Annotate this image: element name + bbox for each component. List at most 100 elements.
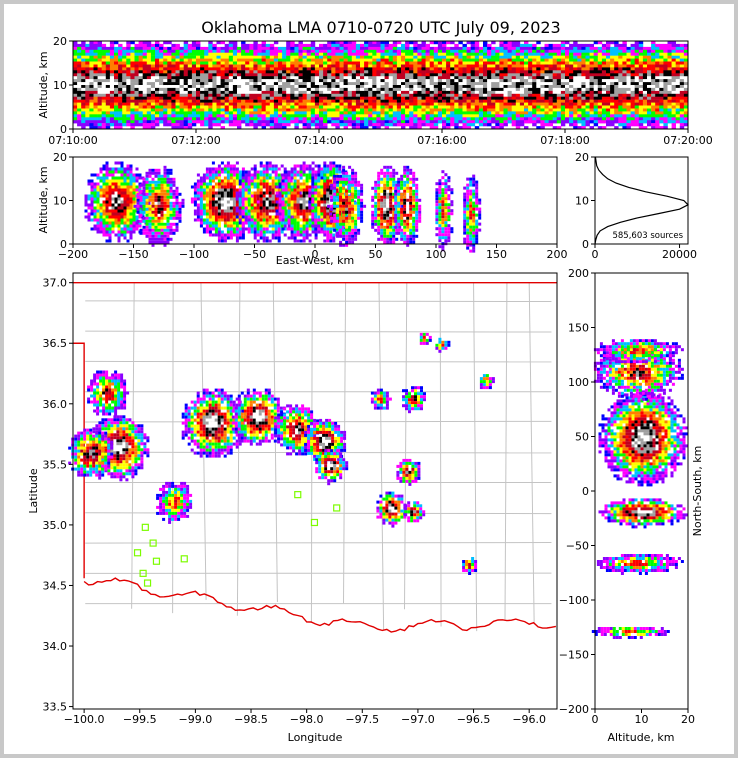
density-cell [495,67,500,71]
density-cell [376,85,381,89]
density-cell [511,52,517,56]
density-cell [556,85,562,89]
density-cell [433,46,439,51]
density-cell [85,82,90,86]
density-cell [126,46,131,51]
density-cell [339,43,344,48]
density-cell [610,61,615,65]
density-cell [614,82,619,86]
density-cell [683,90,689,95]
density-cell [565,52,570,56]
density-cell [323,61,328,65]
density-cell [323,67,328,71]
density-cell [290,102,295,106]
density-cell [290,117,295,121]
density-cell [114,61,119,65]
density-cell [536,82,541,86]
density-cell [515,120,521,124]
density-cell [569,70,574,74]
density-cell [585,43,590,48]
density-cell [651,82,656,86]
density-cell [577,64,582,68]
density-cell [450,87,455,92]
density-cell [151,207,155,211]
density-cell [232,49,238,53]
density-cell [392,64,398,68]
density-cell [565,76,570,80]
density-cell [368,73,373,77]
density-cell [73,117,78,121]
density-cell [454,108,459,112]
density-cell [372,120,377,124]
density-cell [519,46,525,51]
density-cell [548,61,553,65]
density-cell [126,58,131,62]
density-cell [421,87,426,92]
density-cell [167,120,172,124]
density-cell [368,90,373,95]
density-cell [437,108,443,112]
density-cell [515,96,521,100]
density-cell [102,185,106,189]
density-cell [405,76,410,80]
density-cell [573,70,578,74]
density-cell [204,64,209,68]
density-cell [319,76,324,80]
density-cell [163,96,168,100]
density-cell [647,55,652,59]
density-cell [157,192,161,196]
density-cell [166,201,170,205]
density-cell [474,85,480,89]
density-cell [93,41,98,45]
density-cell [675,87,681,92]
density-cell [216,85,221,89]
density-cell [142,177,146,181]
density-cell [228,76,234,80]
density-cell [339,111,344,115]
density-cell [77,102,82,106]
density-cell [462,123,467,127]
density-cell [126,200,130,204]
density-cell [376,73,381,77]
density-cell [630,87,635,92]
density-cell [409,102,414,106]
density-cell [503,55,508,59]
density-cell [129,176,133,180]
density-cell [105,167,109,171]
density-cell [622,90,627,95]
density-cell [132,182,136,186]
density-cell [478,46,484,51]
density-cell [462,70,467,74]
density-cell [286,79,291,83]
density-cell [679,114,685,118]
density-cell [606,79,611,83]
density-cell [593,85,599,89]
density-cell [487,79,492,83]
density-cell [474,82,480,86]
density-cell [528,111,533,115]
density-cell [294,114,299,118]
density-cell [171,111,176,115]
density-cell [638,64,644,68]
density-cell [148,192,152,196]
density-cell [671,114,676,118]
density-cell [368,61,373,65]
density-cell [651,102,656,106]
density-cell [175,192,179,196]
density-cell [196,70,201,74]
density-cell [290,70,295,74]
density-cell [466,82,471,86]
density-cell [343,90,348,95]
density-cell [323,87,328,92]
density-cell [228,105,234,109]
density-cell [536,102,541,106]
density-cell [265,82,271,86]
density-cell [384,90,389,95]
density-cell [548,70,553,74]
density-cell [294,93,299,97]
density-cell [384,111,389,115]
density-cell [503,87,508,92]
density-cell [581,58,586,62]
density-cell [364,96,369,100]
density-cell [548,99,553,103]
